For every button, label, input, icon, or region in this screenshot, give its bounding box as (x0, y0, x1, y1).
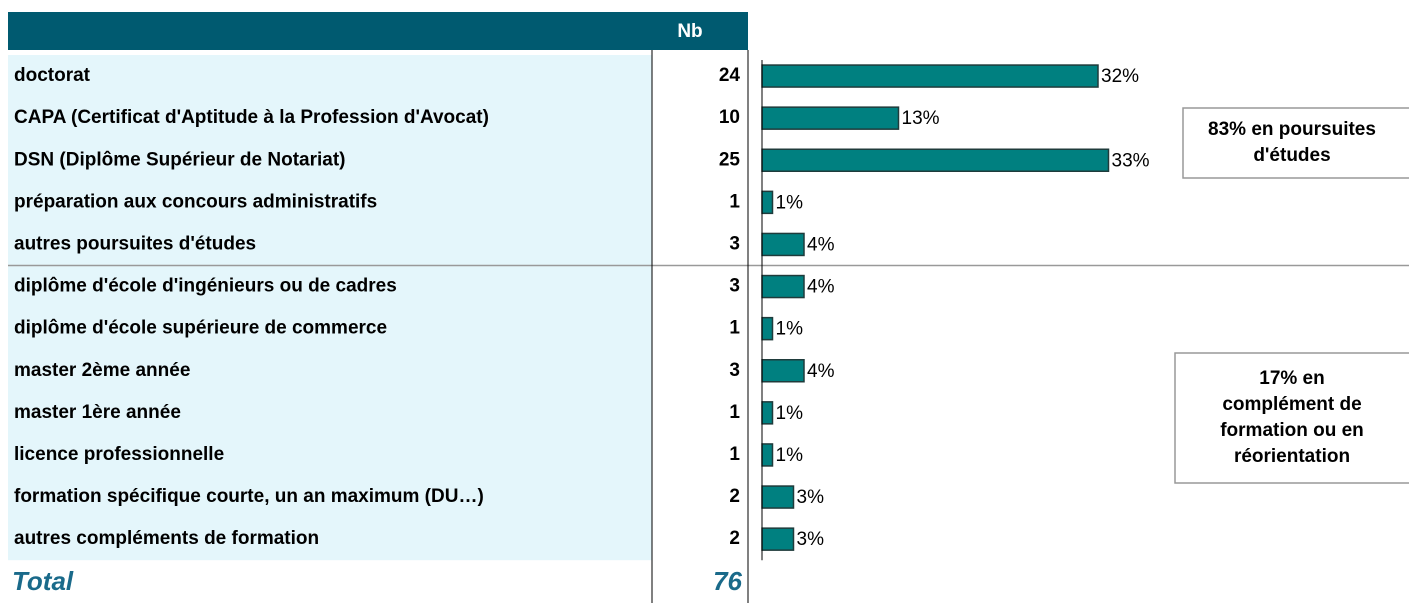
bar-label: 1% (776, 403, 804, 424)
bar (761, 64, 1099, 88)
row-nb: 2 (729, 486, 740, 507)
row-nb: 3 (729, 276, 740, 297)
row-nb: 3 (729, 360, 740, 381)
row-label: master 1ère année (14, 402, 181, 423)
note-box (1174, 352, 1409, 484)
bar (761, 316, 774, 341)
bar (761, 148, 1110, 172)
bar (761, 527, 795, 551)
header-nb: Nb (677, 21, 702, 42)
row-nb: 25 (719, 149, 741, 170)
bar-label: 1% (776, 319, 804, 340)
bar-label: 3% (797, 487, 825, 508)
row-label: master 2ème année (14, 360, 190, 381)
row-label: diplôme d'école supérieure de commerce (14, 318, 387, 339)
bar (761, 106, 900, 130)
header-bar (8, 12, 748, 50)
row-label: autres compléments de formation (14, 528, 319, 549)
note-text: réorientation (1234, 446, 1350, 467)
bar-label: 33% (1112, 150, 1150, 171)
note-text: formation ou en (1220, 420, 1364, 441)
row-label: préparation aux concours administratifs (14, 191, 377, 212)
bar-label: 32% (1101, 66, 1139, 87)
bar-label: 4% (807, 277, 835, 298)
bar-label: 13% (902, 108, 940, 129)
bar (761, 443, 774, 467)
note-text: complément de (1222, 394, 1361, 415)
bar (761, 401, 774, 425)
row-nb: 1 (729, 191, 740, 212)
row-nb: 1 (729, 444, 740, 465)
note-text: 83% en poursuites (1208, 119, 1376, 140)
bar-label: 4% (807, 234, 835, 255)
note-box (1182, 107, 1409, 179)
bar (761, 190, 774, 215)
row-label: doctorat (14, 65, 91, 86)
note-text: d'études (1253, 145, 1330, 166)
row-nb: 10 (719, 107, 740, 128)
row-nb: 24 (719, 65, 741, 86)
row-label: autres poursuites d'études (14, 233, 256, 254)
row-nb: 2 (729, 528, 740, 549)
row-nb: 1 (729, 318, 740, 339)
row-label: licence professionnelle (14, 444, 224, 465)
bar (761, 485, 795, 509)
row-label: CAPA (Certificat d'Aptitude à la Profess… (14, 107, 489, 128)
row-nb: 1 (729, 402, 740, 423)
row-label: formation spécifique courte, un an maxim… (14, 486, 484, 507)
bar-label: 4% (807, 361, 835, 382)
bar-label: 1% (776, 445, 804, 466)
bar-label: 1% (776, 192, 804, 213)
row-label: DSN (Diplôme Supérieur de Notariat) (14, 149, 346, 170)
bar (761, 274, 805, 299)
bar (761, 232, 805, 257)
total-nb: 76 (713, 566, 742, 596)
total-label: Total (12, 566, 74, 596)
bar-label: 3% (797, 529, 825, 550)
label-column-bg (8, 55, 652, 561)
bar (761, 359, 805, 383)
note-text: 17% en (1259, 368, 1324, 389)
row-label: diplôme d'école d'ingénieurs ou de cadre… (14, 276, 397, 297)
row-nb: 3 (729, 233, 740, 254)
